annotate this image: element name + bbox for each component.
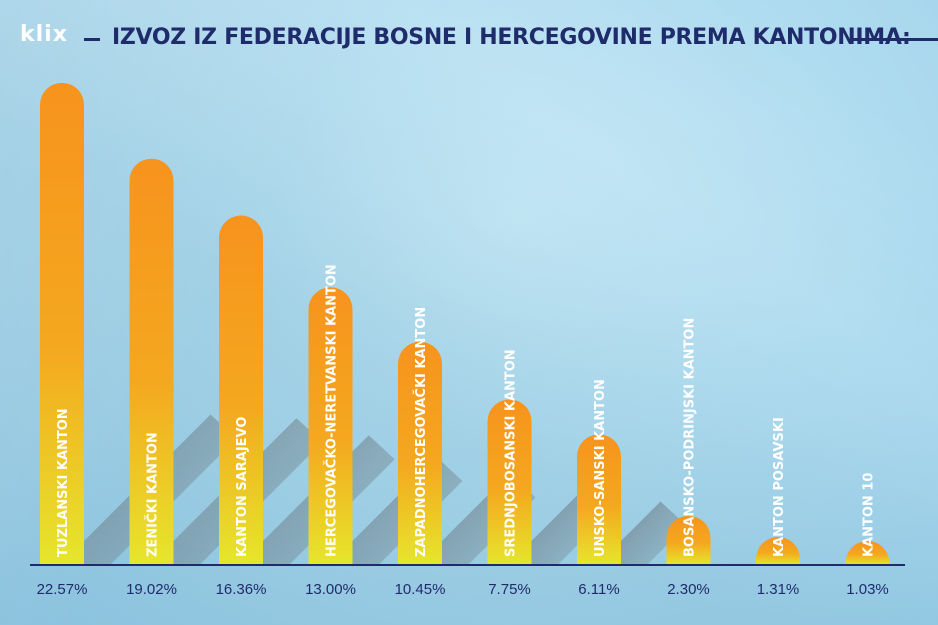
bar (487, 399, 532, 565)
klix-logo: klix (20, 22, 68, 47)
bar-category-label: BOSANSKO-PODRINJSKI KANTON (683, 318, 698, 557)
bar-value-label: 2.30% (667, 581, 710, 598)
bar-category-label: UNSKO-SANSKI KANTON (593, 379, 608, 557)
value-labels: 22.57% 19.02% 16.36% 13.00% 10.45% 7.75% 6.11%… (37, 581, 889, 598)
title-rule-left (84, 38, 100, 41)
title-rule-right (850, 38, 938, 41)
bar (756, 537, 800, 565)
bar-value-label: 7.75% (488, 581, 531, 598)
bar (845, 541, 890, 565)
bar-value-label: 1.03% (846, 581, 889, 598)
bar-value-label: 10.45% (395, 581, 446, 598)
bar-category-label: KANTON SARAJEVO (235, 417, 250, 557)
bar-category-label: TUZLANSKI KANTON (56, 408, 71, 557)
bar (308, 287, 353, 565)
bar (398, 341, 442, 565)
bar-value-label: 19.02% (126, 581, 177, 598)
bar-category-label: HERCEGOVAČKO-NERETVANSKI KANTON (324, 264, 340, 557)
bar-category-label: KANTON 10 (862, 473, 877, 557)
bar-category-label: ZAPADNOHERCEGOVAČKI KANTON (413, 307, 429, 557)
chart-title: IZVOZ IZ FEDERACIJE BOSNE I HERCEGOVINE … (112, 25, 911, 50)
bar-value-label: 22.57% (37, 581, 88, 598)
bar-value-label: 1.31% (757, 581, 800, 598)
bar-shadow (621, 501, 687, 565)
bar (40, 82, 84, 565)
bar (577, 434, 621, 565)
bar-value-label: 16.36% (216, 581, 267, 598)
bar-category-label: SREDNJOBOSANSKI KANTON (504, 349, 519, 557)
bars: TUZLANSKI KANTON ZENIČKI KANTON KANTON SAR… (40, 82, 890, 565)
bar-category-label: KANTON POSAVSKI (772, 417, 787, 557)
bar (219, 215, 263, 565)
bar-value-label: 13.00% (305, 581, 356, 598)
bar (129, 158, 174, 565)
bar-category-label: ZENIČKI KANTON (145, 432, 161, 557)
bar (666, 515, 711, 565)
bar-value-label: 6.11% (578, 581, 619, 598)
